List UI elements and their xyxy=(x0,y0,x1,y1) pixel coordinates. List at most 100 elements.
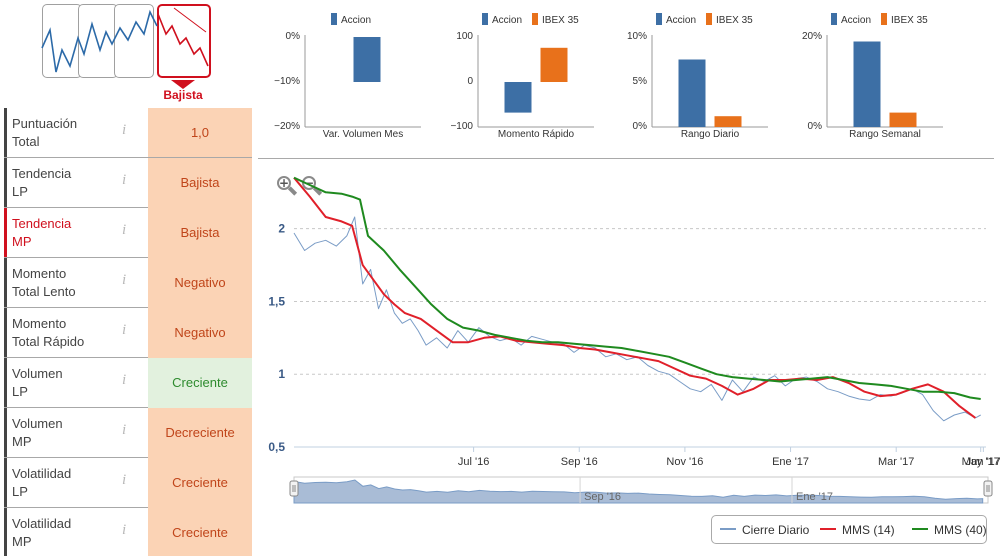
indicator-label: Momento Total Rápido xyxy=(4,308,148,357)
bar-accion xyxy=(678,59,706,127)
indicator-label-line: Total Lento xyxy=(12,284,76,299)
bar-ibex-35 xyxy=(714,116,742,127)
mini-legend-item[interactable]: IBEX 35 xyxy=(532,13,579,26)
indicator-row: Volumen LP i Creciente xyxy=(4,358,252,408)
series-mms-40 xyxy=(293,176,981,400)
x-tick-label: Jul '16 xyxy=(458,456,489,468)
indicator-label: Volatilidad MP xyxy=(4,508,148,556)
indicator-label: Volumen LP xyxy=(4,358,148,407)
legend-item-cierre-diario[interactable]: Cierre Diario xyxy=(720,523,809,537)
x-tick-label: May '17 xyxy=(962,456,1000,468)
legend-line-swatch xyxy=(820,528,836,530)
indicator-label-line: MP xyxy=(12,534,32,549)
indicator-label-line: LP xyxy=(12,184,28,199)
y-tick-label: −100 xyxy=(450,121,473,132)
x-axis-label: Momento Rápido xyxy=(497,129,575,140)
mini-legend: Accion IBEX 35 xyxy=(656,13,763,26)
mini-legend-item[interactable]: Accion xyxy=(656,13,697,26)
indicator-row: Volatilidad MP i Creciente xyxy=(4,508,252,556)
indicator-label: Puntuación Total xyxy=(4,108,148,157)
indicator-value: Creciente xyxy=(148,458,252,508)
mini-plot xyxy=(477,35,594,128)
y-tick-label: 0% xyxy=(632,121,647,132)
mini-legend-item[interactable]: Accion xyxy=(831,13,871,26)
indicator-value: Bajista xyxy=(148,208,252,258)
indicator-value: Decreciente xyxy=(148,408,252,458)
legend-label: IBEX 35 xyxy=(891,15,928,26)
indicator-label-line: Tendencia xyxy=(12,216,72,231)
info-icon[interactable]: i xyxy=(122,372,127,388)
indicator-label-line: MP xyxy=(12,434,32,449)
info-icon[interactable]: i xyxy=(122,222,127,238)
series-cierre-diario xyxy=(293,216,981,422)
main-legend: Cierre Diario MMS (14) MMS (40) xyxy=(711,515,987,544)
indicator-label-line: LP xyxy=(12,484,28,499)
x-tick-label: Jun '17 xyxy=(966,456,1000,468)
x-tick-label: Ene '17 xyxy=(772,456,809,468)
indicator-label-line: Puntuación xyxy=(12,116,78,131)
indicator-row: Momento Total Lento i Negativo xyxy=(4,258,252,308)
trend-option-lateral[interactable] xyxy=(42,4,82,78)
navigator-label: Sep '16 xyxy=(584,491,621,503)
y-tick-label: 0 xyxy=(467,76,473,87)
navigator-series xyxy=(293,479,984,504)
trend-bajista-guide xyxy=(173,7,207,33)
y-tick-label: 10% xyxy=(626,31,647,42)
info-icon[interactable]: i xyxy=(122,322,127,338)
mini-legend: Accion IBEX 35 xyxy=(482,13,589,26)
mini-plot xyxy=(826,35,943,128)
indicator-label: Tendencia LP xyxy=(4,158,148,207)
trend-option-lateral-alcista[interactable] xyxy=(114,4,154,78)
info-icon[interactable]: i xyxy=(122,522,127,538)
info-icon[interactable]: i xyxy=(122,122,127,138)
y-tick-label: 20% xyxy=(801,31,822,42)
x-tick-label: Nov '16 xyxy=(666,456,703,468)
series-mms-14 xyxy=(293,177,976,419)
legend-label: Cierre Diario xyxy=(742,523,810,537)
mini-legend-item[interactable]: IBEX 35 xyxy=(881,13,928,26)
bar-ibex-35 xyxy=(889,112,917,127)
indicator-label-line: Volatilidad xyxy=(12,466,72,481)
mini-legend: Accion xyxy=(331,13,381,26)
legend-label: Accion xyxy=(666,15,697,26)
legend-label: IBEX 35 xyxy=(542,15,579,26)
legend-item-mms-40[interactable]: MMS (40) xyxy=(912,523,987,537)
zoom-in-button[interactable]: + xyxy=(277,176,291,190)
info-icon[interactable]: i xyxy=(122,172,127,188)
info-icon[interactable]: i xyxy=(122,272,127,288)
legend-swatch xyxy=(331,13,337,25)
legend-swatch xyxy=(831,13,837,25)
x-axis-label: Var. Volumen Mes xyxy=(322,129,404,140)
mini-legend-item[interactable]: Accion xyxy=(482,13,523,26)
legend-label: MMS (40) xyxy=(934,523,987,537)
legend-line-swatch xyxy=(720,528,736,530)
mini-legend: Accion IBEX 35 xyxy=(831,13,938,26)
indicator-label-line: LP xyxy=(12,384,28,399)
legend-swatch xyxy=(532,13,539,25)
indicator-label: Tendencia MP xyxy=(4,208,148,257)
legend-swatch xyxy=(656,13,662,25)
navigator-handle-left[interactable] xyxy=(289,480,299,497)
indicator-label-line: Volumen xyxy=(12,366,63,381)
mini-legend-item[interactable]: IBEX 35 xyxy=(706,13,753,26)
info-icon[interactable]: i xyxy=(122,422,127,438)
indicator-value: Negativo xyxy=(148,258,252,308)
mini-legend-item[interactable]: Accion xyxy=(331,13,371,26)
y-tick-label: 0% xyxy=(807,121,822,132)
info-icon[interactable]: i xyxy=(122,472,127,488)
legend-label: Accion xyxy=(492,15,523,26)
trend-sparkline xyxy=(41,7,209,73)
indicator-label-line: Momento xyxy=(12,266,67,281)
trend-active-label: Bajista xyxy=(163,88,203,102)
bar-accion xyxy=(353,37,381,82)
divider xyxy=(258,158,994,159)
legend-swatch xyxy=(706,13,713,25)
indicator-row: Volatilidad LP i Creciente xyxy=(4,458,252,508)
trend-bajista-line xyxy=(157,13,209,67)
navigator-handle-right[interactable] xyxy=(983,480,993,497)
trend-selector: Bajista xyxy=(40,4,212,104)
indicator-value: Bajista xyxy=(148,158,252,208)
indicator-table: Puntuación Total i 1,0 Tendencia LP i Bajista Te… xyxy=(4,108,252,556)
y-tick-label: 1,5 xyxy=(268,294,285,308)
legend-item-mms-14[interactable]: MMS (14) xyxy=(820,523,895,537)
